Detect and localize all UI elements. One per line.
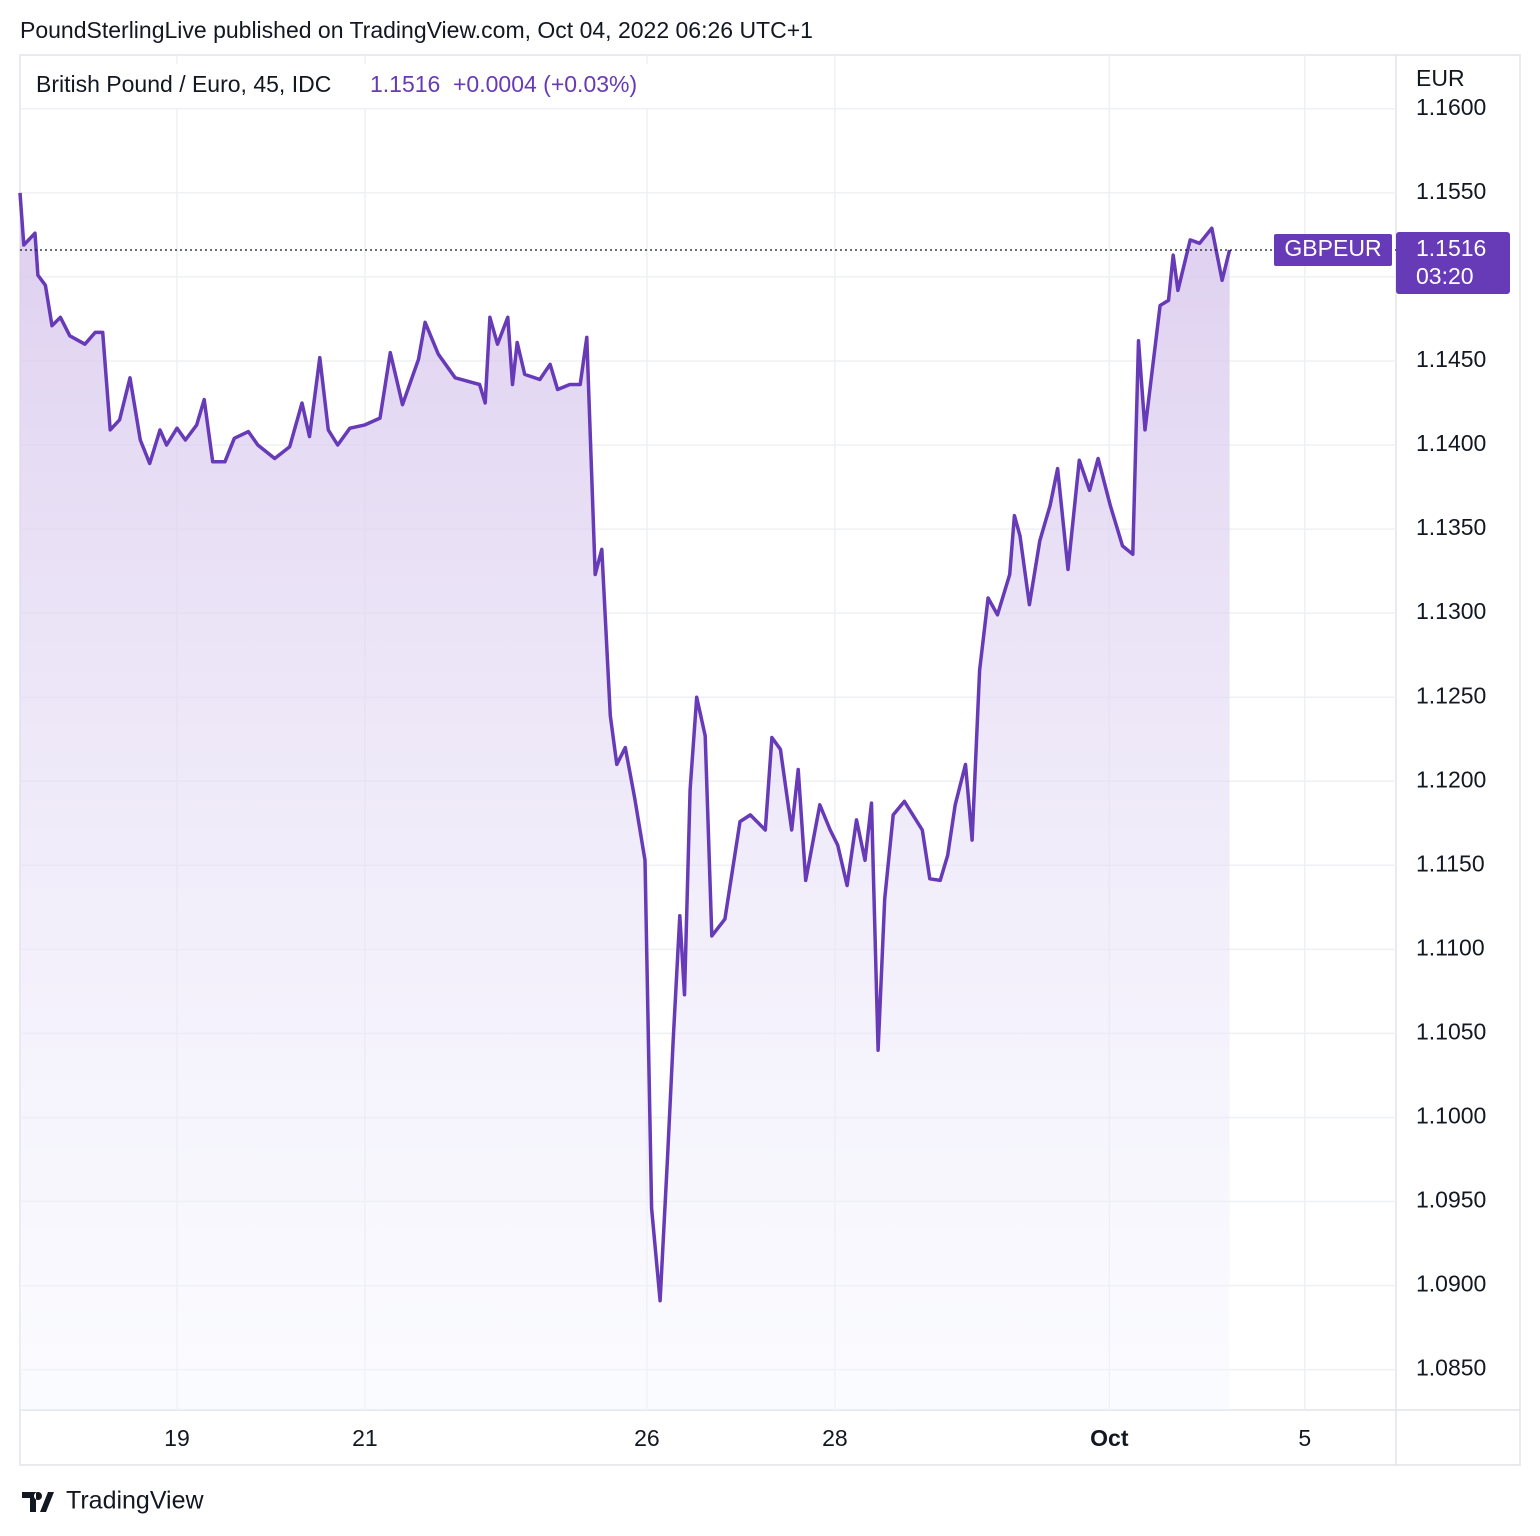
x-tick-label: Oct	[1090, 1425, 1129, 1451]
y-tick-label: 1.1350	[1416, 514, 1486, 540]
price-tag-value: 1.1516	[1416, 235, 1486, 261]
y-tick-label: 1.1150	[1416, 850, 1485, 876]
y-tick-label: 1.1550	[1416, 178, 1486, 204]
legend-bg	[28, 64, 678, 108]
chart-title: British Pound / Euro, 45, IDC	[36, 71, 331, 97]
series-tag	[1274, 234, 1392, 267]
y-tick-label: 1.1400	[1416, 430, 1486, 456]
countdown: 03:20	[1416, 263, 1474, 289]
logo-icon	[22, 1492, 54, 1512]
unit-bg	[1398, 60, 1518, 100]
header-change: +0.0004 (+0.03%)	[453, 71, 637, 97]
x-tick-label: 19	[164, 1425, 190, 1451]
y-tick-label: 1.1000	[1416, 1103, 1486, 1129]
area	[20, 192, 1230, 1410]
price-line	[18, 192, 1232, 1303]
x-tick-label: 21	[352, 1425, 378, 1451]
footer: TradingView	[66, 1487, 205, 1515]
y-tick-label: 1.0850	[1416, 1355, 1486, 1381]
y-tick-label: 1.1100	[1416, 934, 1485, 960]
y-tick-label: 1.0950	[1416, 1187, 1486, 1213]
x-tick-label: 5	[1298, 1425, 1311, 1451]
y-tick-label: 1.1300	[1416, 598, 1486, 624]
header-value: 1.1516	[370, 71, 440, 97]
y-tick-label: 1.1200	[1416, 766, 1486, 792]
y-tick-label: 1.1050	[1416, 1019, 1486, 1045]
y-tick-label: 1.1600	[1416, 94, 1486, 120]
y-tick-label: 1.1250	[1416, 682, 1486, 708]
x-tick-label: 28	[822, 1425, 848, 1451]
publisher: PoundSterlingLive published on TradingVi…	[20, 17, 813, 43]
x-tick-label: 26	[634, 1425, 660, 1451]
y-tick-label: 1.1450	[1416, 346, 1486, 372]
price-tag	[1396, 232, 1510, 295]
y-tick-label: 1.0900	[1416, 1271, 1486, 1297]
y-axis-label: EUR	[1416, 65, 1465, 91]
series-name: GBPEUR	[1284, 235, 1381, 261]
